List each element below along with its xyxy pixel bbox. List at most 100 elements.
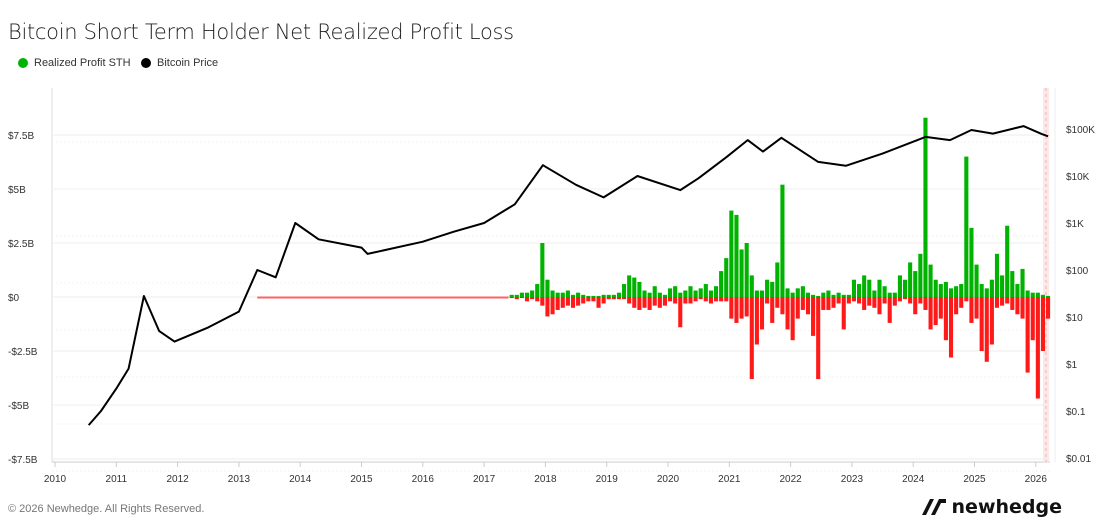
profit-bar <box>530 290 535 297</box>
x-tick-label: 2014 <box>289 474 312 485</box>
profit-bar <box>770 281 775 297</box>
loss-bar <box>979 297 984 351</box>
profit-bar <box>632 277 637 297</box>
loss-bar <box>867 297 872 306</box>
profit-bar <box>1015 284 1020 297</box>
loss-bar <box>759 297 765 330</box>
x-tick-label: 2019 <box>596 474 619 485</box>
y-tick-label-left: $0 <box>8 293 20 304</box>
loss-bar <box>576 297 581 306</box>
profit-bar <box>918 253 923 297</box>
profit-bar <box>1020 268 1025 297</box>
profit-bar <box>902 279 908 297</box>
loss-bar <box>739 297 744 319</box>
loss-bar <box>811 297 816 336</box>
loss-bar <box>540 297 545 306</box>
x-tick-label: 2024 <box>902 474 925 485</box>
profit-bar <box>948 288 954 297</box>
loss-bar <box>555 297 560 310</box>
loss-bar <box>545 297 550 317</box>
x-tick-label: 2011 <box>106 474 128 485</box>
profit-bar <box>989 279 994 297</box>
loss-bar <box>989 297 994 345</box>
loss-bar <box>933 297 938 326</box>
y-tick-label-left: -$5B <box>8 401 29 412</box>
y-tick-label-right: $0.1 <box>1066 407 1086 418</box>
profit-bar <box>1000 275 1005 297</box>
loss-bar <box>923 297 928 310</box>
profit-bar <box>964 156 969 297</box>
profit-bar <box>933 279 938 297</box>
y-tick-label-right: $100 <box>1066 266 1089 277</box>
profit-bar <box>1010 271 1015 297</box>
profit-bar <box>739 249 744 297</box>
loss-bar <box>943 297 948 341</box>
profit-bar <box>1025 290 1030 297</box>
profit-bar <box>780 184 785 297</box>
loss-bar <box>1046 297 1051 319</box>
legend-item-price[interactable]: Bitcoin Price <box>141 57 218 69</box>
profit-bar <box>805 292 811 297</box>
loss-bar <box>1005 297 1010 304</box>
y-tick-label-left: -$7.5B <box>8 455 38 466</box>
loss-bar <box>1000 297 1005 306</box>
loss-bar <box>698 297 703 300</box>
profit-bar <box>565 290 570 297</box>
legend-dot-icon <box>18 58 28 68</box>
y-tick-label-left: $2.5B <box>8 239 34 250</box>
loss-bar <box>668 297 673 302</box>
profit-bar <box>576 292 581 297</box>
profit-bar <box>892 292 897 297</box>
legend-dot-icon <box>141 58 151 68</box>
profit-bar <box>581 294 586 297</box>
profit-bar <box>811 294 816 297</box>
loss-bar <box>882 297 887 304</box>
loss-bar <box>821 297 826 310</box>
profit-bar <box>790 292 795 297</box>
loss-bar <box>713 297 719 302</box>
loss-bar <box>657 297 662 308</box>
loss-bar <box>688 297 693 304</box>
profit-bar <box>555 292 560 297</box>
loss-bar <box>836 297 841 304</box>
loss-bar <box>662 297 667 306</box>
loss-bar <box>897 297 902 302</box>
legend-item-profit[interactable]: Realized Profit STH <box>18 57 131 69</box>
loss-bar <box>846 297 851 304</box>
loss-bar <box>719 297 724 302</box>
profit-bar <box>800 286 805 297</box>
loss-bar <box>647 297 652 310</box>
loss-bar <box>627 297 632 304</box>
loss-bar <box>765 297 770 304</box>
loss-bar <box>509 297 514 299</box>
profit-bar <box>908 262 913 297</box>
loss-bar <box>954 297 959 315</box>
profit-bar <box>969 227 974 297</box>
loss-bar <box>857 297 862 304</box>
profit-bar <box>897 275 902 297</box>
profit-bar <box>954 286 959 297</box>
profit-bar <box>1040 294 1046 297</box>
loss-bar <box>560 297 565 308</box>
loss-bar <box>637 297 642 310</box>
legend-label: Bitcoin Price <box>157 57 219 69</box>
loss-bar <box>892 297 897 306</box>
profit-bar <box>540 243 545 297</box>
profit-bar <box>785 288 790 297</box>
loss-bar <box>606 297 611 300</box>
profit-bar <box>652 286 657 297</box>
profit-bar <box>713 286 719 297</box>
newhedge-logo-icon <box>921 499 946 515</box>
profit-bar <box>1046 295 1051 297</box>
y-tick-label-left: -$2.5B <box>8 347 38 358</box>
loss-bar <box>652 297 657 306</box>
loss-bar <box>984 297 989 362</box>
loss-bar <box>514 297 519 300</box>
page-title: Bitcoin Short Term Holder Net Realized P… <box>8 20 514 44</box>
loss-bar <box>632 297 637 308</box>
profit-bar <box>882 286 887 297</box>
profit-bar <box>795 288 800 297</box>
y-tick-label-right: $0.01 <box>1066 454 1091 465</box>
profit-bar <box>514 294 519 297</box>
